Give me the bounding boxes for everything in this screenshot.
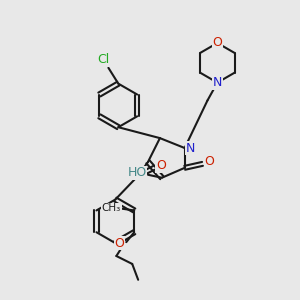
- Text: O: O: [212, 37, 222, 50]
- Text: CH₃: CH₃: [102, 203, 121, 214]
- Text: O: O: [114, 237, 124, 250]
- Text: N: N: [186, 142, 195, 154]
- Text: O: O: [205, 155, 214, 168]
- Text: HO: HO: [128, 166, 147, 179]
- Text: N: N: [213, 76, 222, 89]
- Text: O: O: [156, 159, 166, 172]
- Text: Cl: Cl: [97, 53, 110, 66]
